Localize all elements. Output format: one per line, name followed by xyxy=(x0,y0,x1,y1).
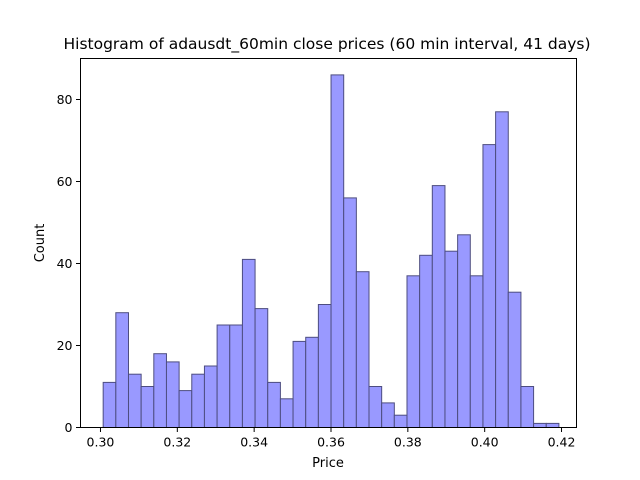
histogram-bar xyxy=(507,291,522,429)
histogram-bar xyxy=(457,234,471,428)
histogram-bar xyxy=(368,386,383,428)
histogram-bar xyxy=(178,390,193,429)
histogram-bar xyxy=(355,271,370,429)
x-tick-label: 0.40 xyxy=(471,435,499,450)
histogram-bar xyxy=(102,381,117,428)
histogram-bar xyxy=(127,373,142,429)
histogram-bar xyxy=(317,304,332,428)
histogram-bar xyxy=(431,185,446,428)
y-tick-label: 80 xyxy=(57,92,73,107)
histogram-bar xyxy=(216,324,231,428)
histogram-bar xyxy=(406,275,421,428)
histogram-bar xyxy=(419,254,433,428)
histogram-bar xyxy=(203,365,218,428)
histogram-bar xyxy=(545,422,560,428)
histogram-bar xyxy=(279,398,294,428)
plot-frame xyxy=(80,58,577,428)
y-tick-label: 0 xyxy=(65,420,73,435)
histogram-bar xyxy=(267,381,281,428)
x-axis-label: Price xyxy=(312,456,344,471)
histogram-bar xyxy=(140,386,155,428)
histogram-bar xyxy=(153,353,167,429)
histogram-bar xyxy=(292,340,307,428)
bars-group xyxy=(102,74,560,429)
x-tick-label: 0.36 xyxy=(317,435,345,450)
x-tick-label: 0.42 xyxy=(548,435,576,450)
histogram-bar xyxy=(165,361,180,428)
histogram-bar xyxy=(330,74,345,429)
x-tick-label: 0.38 xyxy=(394,435,422,450)
histogram-bar xyxy=(191,373,205,429)
histogram-bar xyxy=(229,324,243,428)
histogram-bar xyxy=(393,414,408,429)
histogram-bar xyxy=(343,197,357,428)
histogram-bar xyxy=(254,308,269,429)
y-axis-ticks: 0 20 40 60 80 xyxy=(57,92,81,435)
x-tick-label: 0.32 xyxy=(163,435,191,450)
histogram-bar xyxy=(381,402,395,428)
y-tick-label: 60 xyxy=(57,174,73,189)
x-tick-label: 0.30 xyxy=(87,435,115,450)
y-tick-label: 40 xyxy=(57,256,73,271)
histogram-bar xyxy=(469,275,484,428)
histogram-bar xyxy=(533,422,547,428)
histogram-bar xyxy=(115,312,129,429)
chart-title: Histogram of adausdt_60min close prices … xyxy=(64,35,591,54)
x-axis-ticks: 0.30 0.32 0.34 0.36 0.38 0.40 0.42 xyxy=(87,427,576,450)
histogram-bar xyxy=(444,250,459,428)
histogram-bar xyxy=(495,111,509,429)
histogram-bar xyxy=(305,336,319,428)
histogram-bar xyxy=(241,258,256,428)
histogram-bar xyxy=(482,144,497,428)
y-axis-label: Count xyxy=(33,224,48,263)
y-tick-label: 20 xyxy=(57,338,73,353)
histogram-bar xyxy=(520,386,535,428)
x-tick-label: 0.34 xyxy=(240,435,268,450)
